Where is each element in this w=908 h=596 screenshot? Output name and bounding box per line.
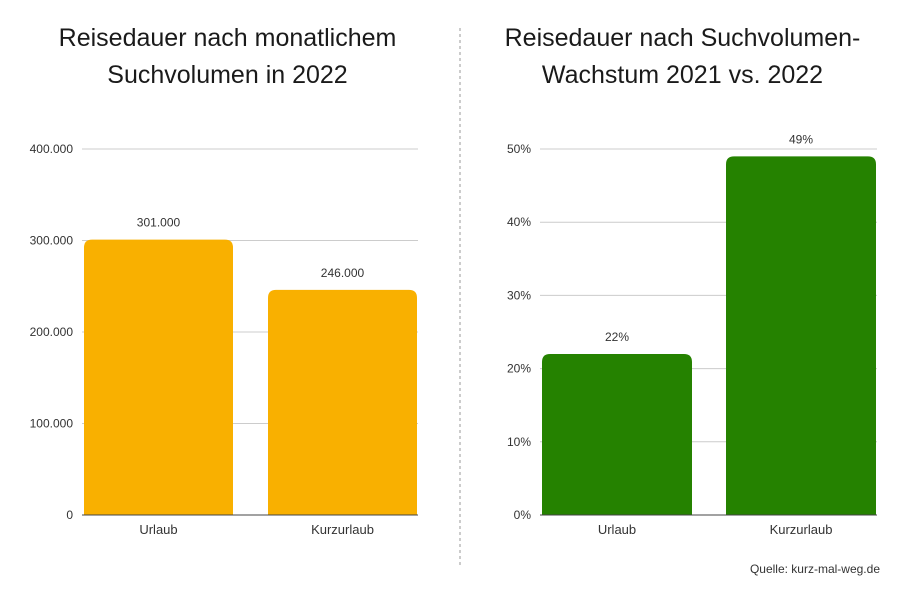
y-tick-label: 100.000 (30, 417, 74, 431)
y-tick-label: 0% (514, 508, 532, 522)
x-tick-label: Kurzurlaub (770, 522, 833, 537)
y-tick-label: 50% (507, 142, 531, 156)
data-label: 22% (605, 330, 629, 344)
y-tick-label: 0 (66, 508, 73, 522)
y-tick-label: 20% (507, 362, 531, 376)
bar (726, 156, 876, 515)
x-tick-label: Kurzurlaub (311, 522, 374, 537)
y-tick-label: 200.000 (30, 325, 74, 339)
y-tick-label: 30% (507, 288, 531, 302)
data-label: 246.000 (321, 266, 365, 280)
x-tick-label: Urlaub (598, 522, 636, 537)
chart-2-title: Reisedauer nach Suchvolumen- Wachstum 20… (504, 24, 861, 89)
bar (268, 289, 417, 515)
chart-1-title: Reisedauer nach monatlichem Suchvolumen … (58, 24, 397, 89)
bar (542, 353, 692, 515)
data-label: 301.000 (137, 216, 181, 230)
y-tick-label: 10% (507, 435, 531, 449)
x-tick-label: Urlaub (139, 522, 177, 537)
bar (84, 239, 233, 515)
source-note: Quelle: kurz-mal-weg.de (749, 562, 880, 576)
chart-2: 0% 10% 20% 30% 40% 50% 22% Urlaub 49% Kurzurlaub (507, 132, 877, 537)
y-tick-label: 400.000 (30, 142, 74, 156)
y-tick-label: 40% (507, 215, 531, 229)
data-label: 49% (789, 132, 813, 146)
y-tick-label: 300.000 (30, 234, 74, 248)
chart-1: 0 100.000 200.000 300.000 400.000 301.000 Urla… (30, 142, 418, 537)
